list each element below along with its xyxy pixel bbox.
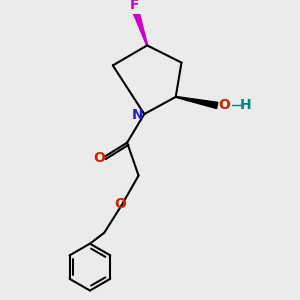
Text: F: F bbox=[130, 0, 139, 12]
Text: O: O bbox=[93, 152, 105, 165]
Polygon shape bbox=[133, 10, 148, 46]
Polygon shape bbox=[136, 11, 148, 46]
Polygon shape bbox=[176, 97, 218, 109]
Text: N: N bbox=[132, 109, 144, 122]
Text: O: O bbox=[218, 98, 230, 112]
Text: O: O bbox=[114, 197, 126, 211]
Text: H: H bbox=[240, 98, 252, 112]
